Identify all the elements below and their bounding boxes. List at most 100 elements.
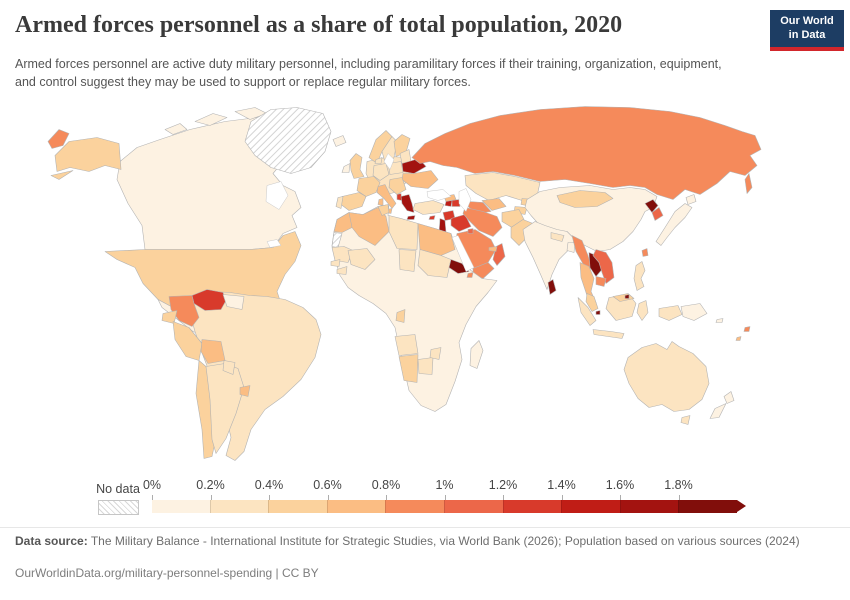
country-nepal[interactable] <box>550 232 565 242</box>
country-aleutians[interactable] <box>50 170 74 180</box>
country-uae[interactable] <box>488 246 498 252</box>
country-senegal[interactable] <box>330 259 341 267</box>
country-japan-honshu[interactable] <box>655 203 693 246</box>
country-kuwait[interactable] <box>467 228 474 234</box>
country-vanuatu[interactable] <box>735 336 742 341</box>
country-iran[interactable] <box>462 207 503 237</box>
legend-segment[interactable] <box>561 500 620 513</box>
country-chad[interactable] <box>398 249 417 272</box>
legend-segment[interactable] <box>152 500 210 513</box>
country-south-korea[interactable] <box>651 207 664 221</box>
country-alaska[interactable] <box>54 137 122 172</box>
country-sudan[interactable] <box>417 249 452 278</box>
country-venezuela[interactable] <box>191 289 227 311</box>
country-cyprus[interactable] <box>428 215 436 220</box>
country-spain[interactable] <box>340 192 367 211</box>
country-canada-arctic3[interactable] <box>164 123 188 135</box>
country-libya[interactable] <box>388 215 419 250</box>
country-greece[interactable] <box>400 194 415 213</box>
country-djibouti[interactable] <box>466 272 474 278</box>
country-uzbekistan[interactable] <box>481 198 507 211</box>
country-russia[interactable] <box>411 106 762 200</box>
legend-segment[interactable] <box>443 500 503 513</box>
country-denmark[interactable] <box>374 157 383 164</box>
country-bangladesh[interactable] <box>566 242 576 253</box>
legend-bar[interactable] <box>152 500 737 513</box>
country-angola[interactable] <box>394 334 419 356</box>
country-eritrea[interactable] <box>448 259 470 274</box>
country-republic-of-congo[interactable] <box>395 309 406 323</box>
country-tasmania[interactable] <box>680 415 691 425</box>
country-vietnam[interactable] <box>592 249 615 284</box>
country-singapore[interactable] <box>595 310 601 315</box>
country-portugal[interactable] <box>335 196 344 209</box>
country-canada-arctic1[interactable] <box>194 113 228 126</box>
country-malaysia[interactable] <box>585 293 599 312</box>
legend-segment[interactable] <box>619 500 679 513</box>
country-sakhalin[interactable] <box>744 173 753 194</box>
country-iraq[interactable] <box>450 214 472 232</box>
legend-color-scale: 0% 0.2% 0.4% 0.6% 0.8% 1% 1.2% 1.4% 1.6% 1.8% <box>143 478 752 518</box>
country-new-zealand-south[interactable] <box>709 403 727 419</box>
data-source-text: The Military Balance - International Ins… <box>87 534 800 548</box>
country-italy[interactable] <box>376 184 397 209</box>
country-crete[interactable] <box>406 215 416 220</box>
country-ecuador[interactable] <box>161 310 178 324</box>
country-west-papua[interactable] <box>658 305 683 321</box>
country-philippines[interactable] <box>633 261 646 291</box>
country-guinea[interactable] <box>336 266 348 275</box>
country-mali[interactable] <box>347 248 376 270</box>
legend-tick-label: 1% <box>435 478 454 492</box>
country-sumatra[interactable] <box>577 297 597 326</box>
legend-segment[interactable] <box>209 500 269 513</box>
legend-segment[interactable] <box>678 500 737 513</box>
country-germany[interactable] <box>372 163 390 181</box>
legend-segment[interactable] <box>385 500 444 513</box>
legend-segment[interactable] <box>502 500 562 513</box>
country-fiji[interactable] <box>743 326 751 332</box>
country-armenia[interactable] <box>444 200 453 207</box>
country-uruguay[interactable] <box>239 385 251 397</box>
legend-tick-mark <box>152 495 153 500</box>
country-cambodia[interactable] <box>595 276 607 287</box>
country-brunei[interactable] <box>624 294 630 299</box>
country-sulawesi[interactable] <box>636 300 649 321</box>
country-mongolia[interactable] <box>556 190 614 208</box>
country-north-korea[interactable] <box>644 199 659 213</box>
legend-segment[interactable] <box>268 500 327 513</box>
country-australia[interactable] <box>623 341 710 412</box>
country-india[interactable] <box>522 221 576 290</box>
country-ireland[interactable] <box>341 163 351 173</box>
country-sri-lanka[interactable] <box>547 279 557 295</box>
country-united-kingdom[interactable] <box>349 153 365 179</box>
country-tunisia[interactable] <box>377 204 390 216</box>
country-taiwan[interactable] <box>641 248 649 257</box>
owid-logo[interactable]: Our World in Data <box>770 10 844 51</box>
country-paraguay[interactable] <box>222 360 236 375</box>
country-java[interactable] <box>592 329 625 339</box>
country-namibia[interactable] <box>398 354 419 383</box>
owid-link-line[interactable]: OurWorldinData.org/military-personnel-sp… <box>15 566 319 580</box>
legend-no-data-swatch[interactable] <box>98 500 139 515</box>
country-papua-new-guinea[interactable] <box>680 303 708 321</box>
country-turkey[interactable] <box>412 200 445 215</box>
country-greenland[interactable] <box>244 107 332 174</box>
country-balkans[interactable] <box>388 177 407 195</box>
legend-segment[interactable] <box>326 500 386 513</box>
country-madagascar[interactable] <box>469 340 484 369</box>
country-japan-hokkaido[interactable] <box>685 194 697 205</box>
great-lakes <box>266 239 282 248</box>
country-guyanas[interactable] <box>222 294 245 310</box>
country-new-zealand-north[interactable] <box>723 391 735 404</box>
country-france[interactable] <box>356 176 381 197</box>
country-azerbaijan[interactable] <box>451 199 461 207</box>
country-botswana[interactable] <box>417 357 434 375</box>
country-sardinia[interactable] <box>377 198 384 206</box>
country-chukotka[interactable] <box>47 129 70 149</box>
country-solomon-islands[interactable] <box>715 318 724 323</box>
country-bolivia[interactable] <box>200 339 226 364</box>
country-ukraine[interactable] <box>401 170 439 189</box>
country-iceland[interactable] <box>332 135 347 147</box>
data-source-line: Data source: The Military Balance - Inte… <box>15 533 825 549</box>
country-zimbabwe[interactable] <box>429 347 442 360</box>
